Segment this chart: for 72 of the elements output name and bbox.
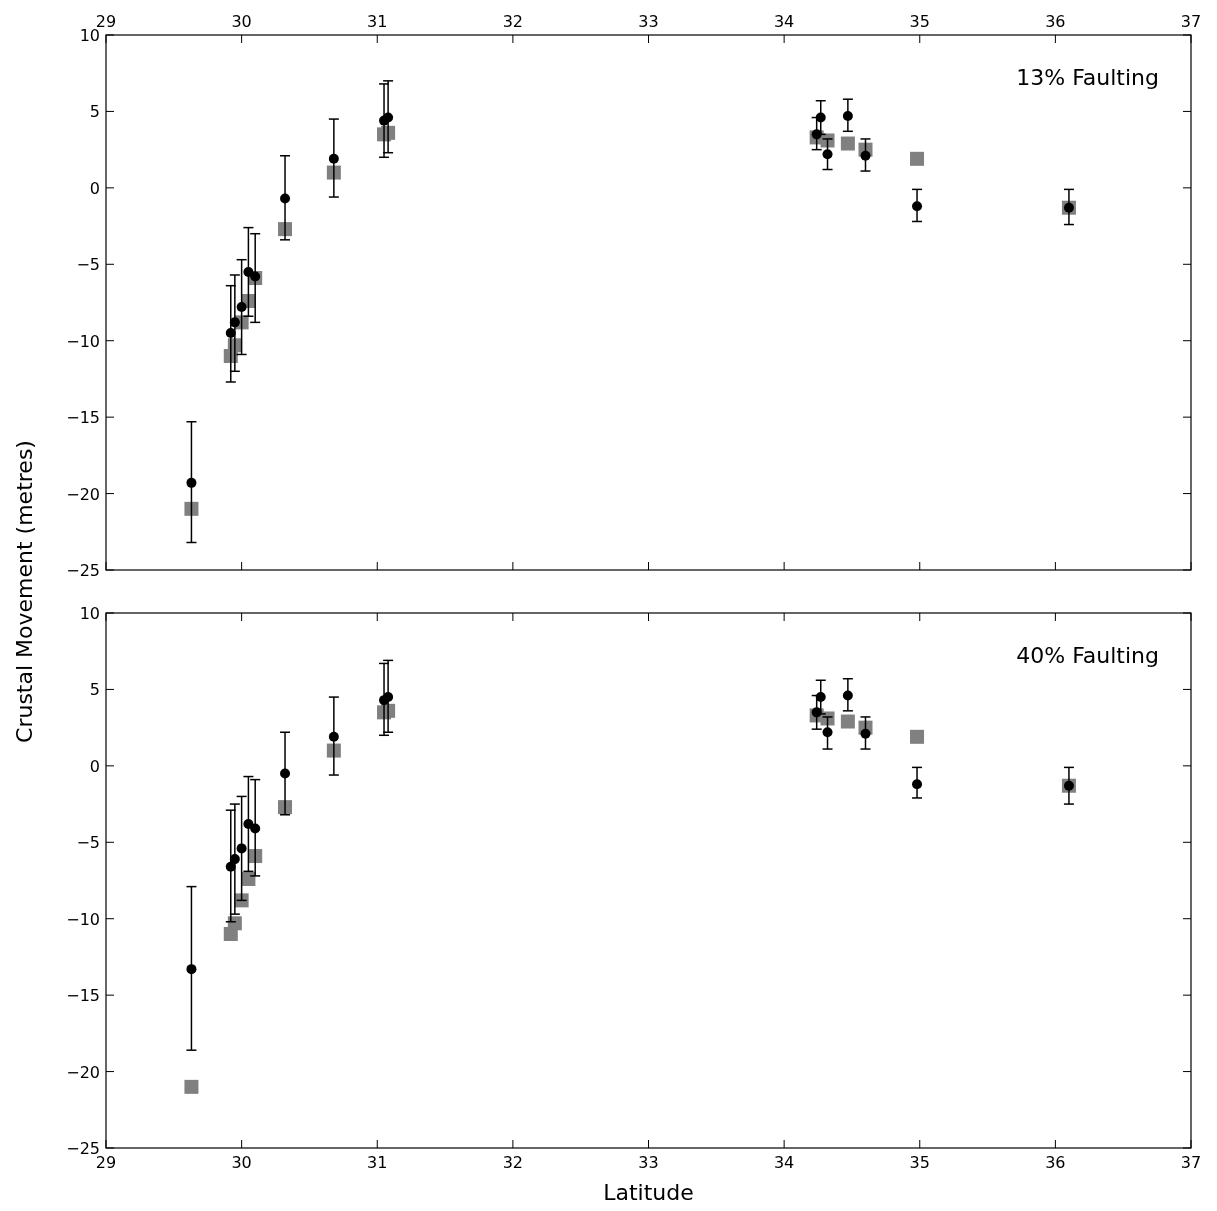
y-tick-label: −25 bbox=[66, 561, 100, 580]
point bbox=[250, 823, 261, 834]
point bbox=[912, 201, 923, 212]
point bbox=[912, 779, 923, 790]
point bbox=[383, 692, 394, 703]
x-axis-title: Latitude bbox=[603, 1180, 694, 1205]
point bbox=[229, 854, 240, 865]
point bbox=[186, 964, 197, 975]
x2-tick-label: 32 bbox=[502, 12, 524, 31]
x2-tick-label: 35 bbox=[909, 12, 930, 31]
point bbox=[280, 193, 291, 204]
point bbox=[243, 266, 254, 277]
point bbox=[910, 729, 925, 744]
point bbox=[184, 1079, 199, 1094]
point bbox=[225, 328, 236, 339]
point bbox=[840, 136, 855, 151]
point bbox=[815, 692, 826, 703]
y-tick-label: −10 bbox=[66, 909, 100, 929]
x-tick-label: 31 bbox=[367, 1153, 388, 1172]
point bbox=[236, 843, 247, 854]
y-tick-label: 10 bbox=[79, 26, 100, 45]
y-axis-title: Crustal Movement (metres) bbox=[12, 440, 37, 743]
point bbox=[280, 768, 291, 779]
point bbox=[842, 111, 853, 122]
y-tick-label: −15 bbox=[66, 408, 100, 428]
x2-tick-label: 37 bbox=[1180, 12, 1202, 31]
x2-tick-label: 36 bbox=[1045, 12, 1066, 31]
y-tick-label: 5 bbox=[89, 680, 100, 700]
y-tick-label: −20 bbox=[66, 1062, 100, 1082]
point bbox=[910, 151, 925, 166]
point bbox=[328, 731, 339, 742]
point bbox=[184, 501, 199, 516]
point bbox=[811, 707, 822, 718]
x-tick-label: 30 bbox=[231, 1153, 252, 1172]
point bbox=[229, 317, 240, 328]
y-tick-label: −20 bbox=[66, 484, 100, 504]
y-tick-label: 0 bbox=[89, 178, 100, 198]
point bbox=[860, 150, 871, 161]
x2-tick-label: 33 bbox=[638, 12, 659, 31]
point bbox=[186, 477, 197, 488]
y-tick-label: −5 bbox=[76, 255, 100, 275]
x-tick-label: 34 bbox=[773, 1153, 795, 1172]
x-tick-label: 32 bbox=[502, 1153, 524, 1172]
point bbox=[860, 728, 871, 739]
point bbox=[822, 727, 833, 738]
point bbox=[815, 112, 826, 123]
point bbox=[250, 271, 261, 282]
annotation: 13% Faulting bbox=[1016, 65, 1159, 90]
y-tick-label: 5 bbox=[89, 102, 100, 122]
x-tick-label: 35 bbox=[909, 1153, 930, 1172]
y-tick-label: 10 bbox=[79, 604, 100, 623]
x-tick-label: 33 bbox=[638, 1153, 659, 1172]
point bbox=[811, 129, 822, 140]
point bbox=[840, 714, 855, 729]
x-tick-label: 37 bbox=[1180, 1153, 1202, 1172]
x2-tick-label: 34 bbox=[773, 12, 795, 31]
y-tick-label: −5 bbox=[76, 833, 100, 853]
x-tick-label: 29 bbox=[95, 1153, 117, 1172]
y-tick-label: 0 bbox=[89, 756, 100, 776]
point bbox=[822, 149, 833, 160]
y-tick-label: −15 bbox=[66, 986, 100, 1006]
point bbox=[328, 153, 339, 164]
point bbox=[842, 690, 853, 701]
x2-tick-label: 31 bbox=[367, 12, 388, 31]
point bbox=[225, 861, 236, 872]
point bbox=[243, 818, 254, 829]
x2-tick-label: 30 bbox=[231, 12, 252, 31]
y-tick-label: −10 bbox=[66, 331, 100, 351]
point bbox=[236, 302, 247, 313]
x-tick-label: 36 bbox=[1045, 1153, 1066, 1172]
point bbox=[383, 112, 394, 123]
annotation: 40% Faulting bbox=[1016, 643, 1159, 668]
